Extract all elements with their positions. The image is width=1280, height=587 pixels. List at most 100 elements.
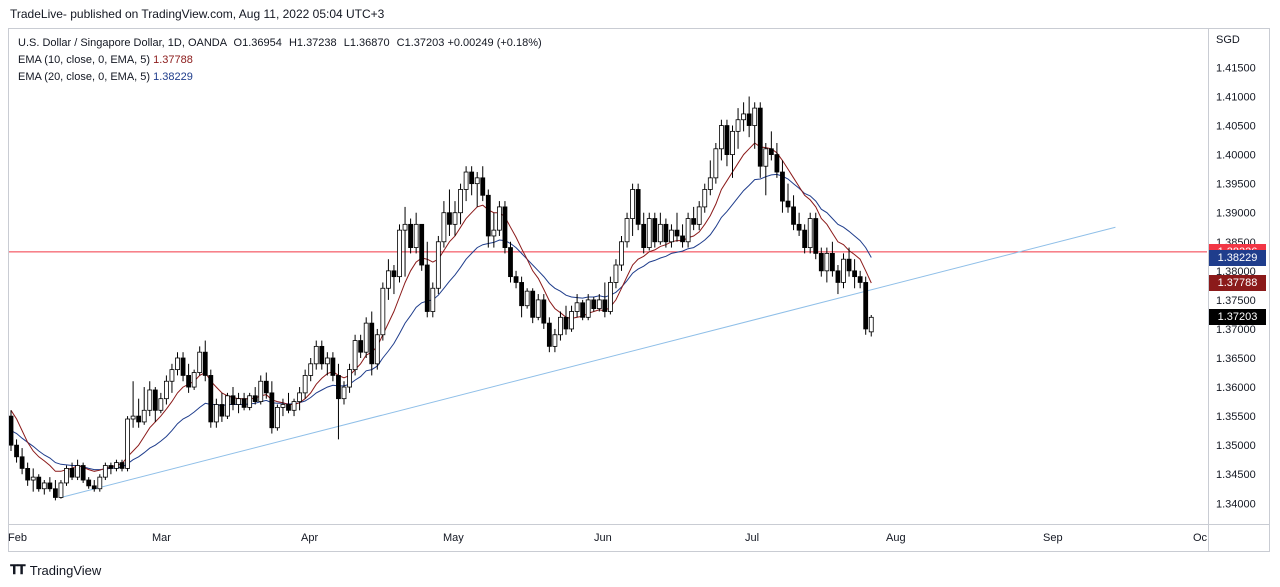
candle-body: [191, 372, 197, 388]
candle-body: [347, 369, 352, 388]
candle-body: [408, 223, 414, 248]
candle-body: [480, 177, 486, 196]
candle-body: [25, 468, 31, 481]
candle-body: [585, 299, 591, 318]
candle-body: [308, 363, 314, 376]
candle-body: [102, 465, 108, 478]
candle-body: [280, 404, 286, 408]
candle-body: [524, 290, 530, 307]
candle-body: [163, 380, 169, 400]
candle-body: [463, 171, 469, 190]
candle-body: [485, 194, 491, 237]
candle-body: [780, 171, 785, 202]
candle-body: [175, 357, 180, 371]
candle-body: [297, 392, 303, 402]
time-tick-label: Sep: [1043, 532, 1063, 544]
candle-body: [130, 415, 136, 420]
symbol-row: U.S. Dollar / Singapore Dollar, 1D, OAND…: [18, 35, 542, 52]
price-badge: 1.37203: [1209, 309, 1266, 326]
candle-body: [502, 206, 508, 248]
candle-body: [391, 270, 397, 278]
candle-body: [274, 406, 280, 429]
candle-body: [469, 171, 475, 185]
publish-header: TradeLive- published on TradingView.com,…: [10, 7, 385, 21]
candle-body: [458, 189, 463, 214]
ohlc-change: +0.00249 (+0.18%): [447, 37, 542, 49]
candle-body: [435, 241, 441, 289]
ohlc-low: 1.36870: [349, 37, 390, 49]
candle-body: [730, 130, 735, 156]
currency-label[interactable]: SGD: [1216, 34, 1240, 46]
candle-body: [741, 113, 746, 121]
candle-body: [807, 218, 813, 248]
candle-body: [835, 270, 841, 283]
candle-body: [574, 302, 580, 312]
candle-body: [447, 212, 452, 225]
candle-body: [491, 229, 497, 237]
candle-body: [263, 380, 269, 394]
candle-body: [652, 218, 658, 243]
candle-body: [641, 223, 647, 248]
candle-body: [47, 482, 53, 490]
candle-body: [713, 148, 719, 179]
candle-body: [14, 444, 19, 458]
candle-body: [19, 456, 25, 469]
ohlc-close-key: C: [396, 37, 405, 49]
candle-body: [413, 223, 419, 248]
candle-body: [41, 482, 47, 490]
ema20-series-line: [10, 173, 872, 471]
candle-body: [230, 395, 236, 405]
candle-body: [385, 270, 391, 289]
price-tick-label: 1.41500: [1216, 62, 1256, 74]
symbol-title: U.S. Dollar / Singapore Dollar, 1D, OAND…: [18, 37, 227, 49]
ohlc-close: 1.37203: [404, 37, 445, 49]
price-tick-label: 1.37500: [1216, 295, 1256, 307]
candle-body: [97, 476, 103, 490]
candle-body: [169, 369, 175, 382]
price-tick-label: 1.35000: [1216, 440, 1256, 452]
ema20-value: 1.38229: [153, 71, 193, 83]
ohlc-high-key: H: [288, 37, 297, 49]
candle-body: [186, 375, 192, 388]
candle-body: [674, 229, 680, 237]
candle-body: [258, 380, 264, 402]
candle-body: [774, 154, 780, 173]
candle-body: [424, 264, 430, 312]
price-tick-label: 1.38000: [1216, 266, 1256, 278]
candle-body: [752, 107, 758, 126]
ohlc-open-key: O: [233, 37, 243, 49]
ema10-row[interactable]: EMA (10, close, 0, EMA, 5) 1.37788: [18, 52, 542, 69]
candle-body: [863, 282, 869, 330]
candle-body: [519, 282, 524, 307]
candle-body: [846, 258, 852, 272]
candle-body: [824, 252, 830, 272]
chart-legend: U.S. Dollar / Singapore Dollar, 1D, OAND…: [18, 35, 542, 86]
candle-body: [791, 206, 796, 225]
footer-brand[interactable]: 𝐓𝐓 TradingView: [10, 562, 101, 578]
candle-body: [868, 316, 874, 333]
tradingview-logo-icon: 𝐓𝐓: [10, 562, 26, 577]
candle-body: [707, 177, 713, 190]
time-tick-label: Jun: [594, 532, 612, 544]
candle-body: [602, 299, 608, 312]
candle-body: [596, 299, 602, 310]
candle-body: [53, 488, 58, 498]
candle-body: [535, 299, 541, 318]
candle-body: [857, 276, 863, 283]
time-tick-label: Jul: [745, 532, 759, 544]
candle-body: [180, 357, 186, 376]
candle-body: [80, 465, 86, 481]
candle-body: [558, 316, 563, 336]
candle-body: [530, 290, 536, 318]
candle-body: [768, 148, 774, 156]
candle-body: [546, 322, 552, 347]
candle-body: [724, 125, 730, 156]
candle-body: [247, 395, 253, 408]
time-tick-label: Aug: [886, 532, 906, 544]
candle-body: [9, 415, 14, 446]
candle-body: [685, 218, 691, 243]
price-tick-label: 1.34500: [1216, 469, 1256, 481]
candle-body: [202, 351, 208, 376]
ema20-row[interactable]: EMA (20, close, 0, EMA, 5) 1.38229: [18, 69, 542, 86]
